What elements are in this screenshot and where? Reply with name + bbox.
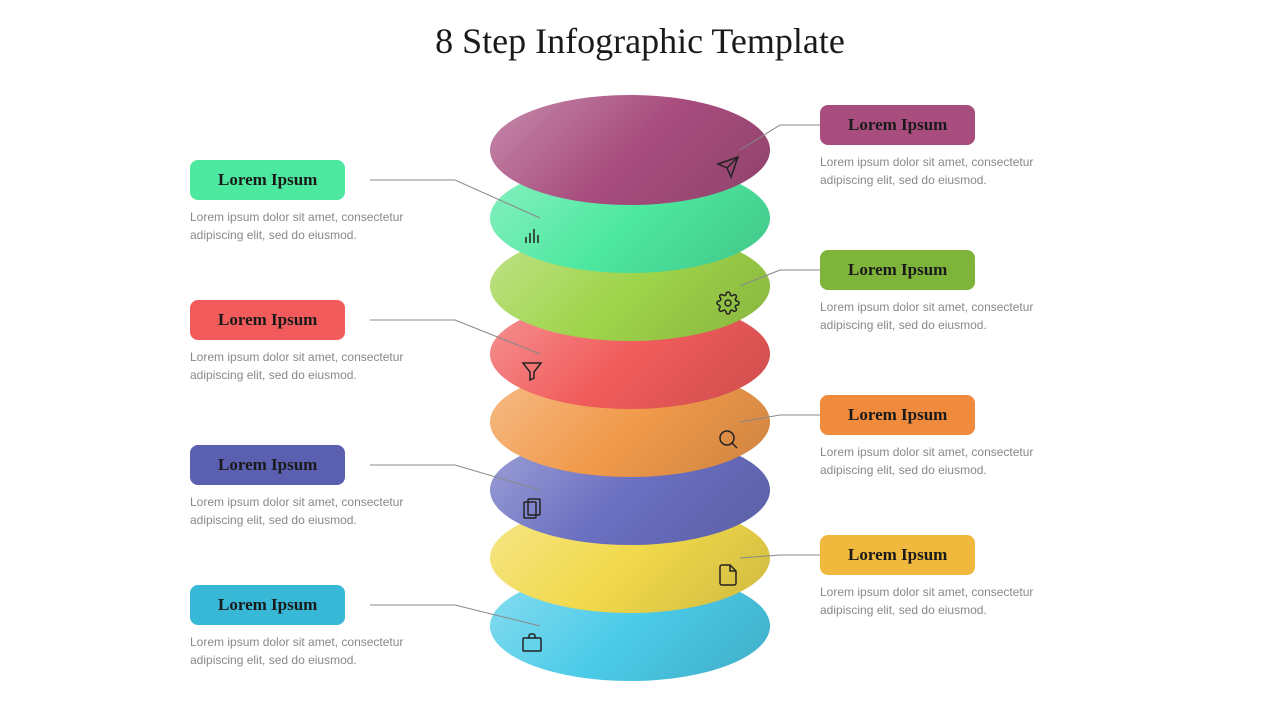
callout-pill: Lorem Ipsum — [190, 585, 345, 625]
magnifier-icon — [716, 427, 740, 457]
paper-plane-icon — [716, 155, 740, 185]
callout-desc: Lorem ipsum dolor sit amet, consectetur … — [820, 153, 1070, 189]
callout-5: Lorem Ipsum Lorem ipsum dolor sit amet, c… — [190, 445, 460, 529]
callout-2: Lorem Ipsum Lorem ipsum dolor sit amet, c… — [820, 250, 1090, 334]
callout-pill: Lorem Ipsum — [820, 395, 975, 435]
callout-desc: Lorem ipsum dolor sit amet, consectetur … — [190, 348, 440, 384]
disc-0 — [490, 95, 770, 205]
callout-1: Lorem Ipsum Lorem ipsum dolor sit amet, c… — [190, 160, 460, 244]
document-icon — [716, 563, 740, 593]
gear-icon — [716, 291, 740, 321]
callout-pill: Lorem Ipsum — [190, 160, 345, 200]
callout-7: Lorem Ipsum Lorem ipsum dolor sit amet, c… — [190, 585, 460, 669]
callout-pill: Lorem Ipsum — [190, 300, 345, 340]
callout-desc: Lorem ipsum dolor sit amet, consectetur … — [820, 443, 1070, 479]
callout-4: Lorem Ipsum Lorem ipsum dolor sit amet, c… — [820, 395, 1090, 479]
disc-stack — [490, 95, 790, 695]
callout-desc: Lorem ipsum dolor sit amet, consectetur … — [190, 633, 440, 669]
callout-desc: Lorem ipsum dolor sit amet, consectetur … — [190, 208, 440, 244]
callout-3: Lorem Ipsum Lorem ipsum dolor sit amet, c… — [190, 300, 460, 384]
bar-chart-icon — [520, 223, 544, 253]
funnel-icon — [520, 359, 544, 389]
clipboard-icon — [520, 495, 544, 525]
callout-pill: Lorem Ipsum — [820, 535, 975, 575]
callout-desc: Lorem ipsum dolor sit amet, consectetur … — [820, 583, 1070, 619]
callout-pill: Lorem Ipsum — [820, 105, 975, 145]
callout-desc: Lorem ipsum dolor sit amet, consectetur … — [820, 298, 1070, 334]
disc-top — [490, 95, 770, 205]
callout-6: Lorem Ipsum Lorem ipsum dolor sit amet, c… — [820, 535, 1090, 619]
briefcase-icon — [520, 631, 544, 661]
callout-pill: Lorem Ipsum — [820, 250, 975, 290]
callout-0: Lorem Ipsum Lorem ipsum dolor sit amet, c… — [820, 105, 1090, 189]
callout-pill: Lorem Ipsum — [190, 445, 345, 485]
page-title: 8 Step Infographic Template — [0, 20, 1280, 62]
callout-desc: Lorem ipsum dolor sit amet, consectetur … — [190, 493, 440, 529]
